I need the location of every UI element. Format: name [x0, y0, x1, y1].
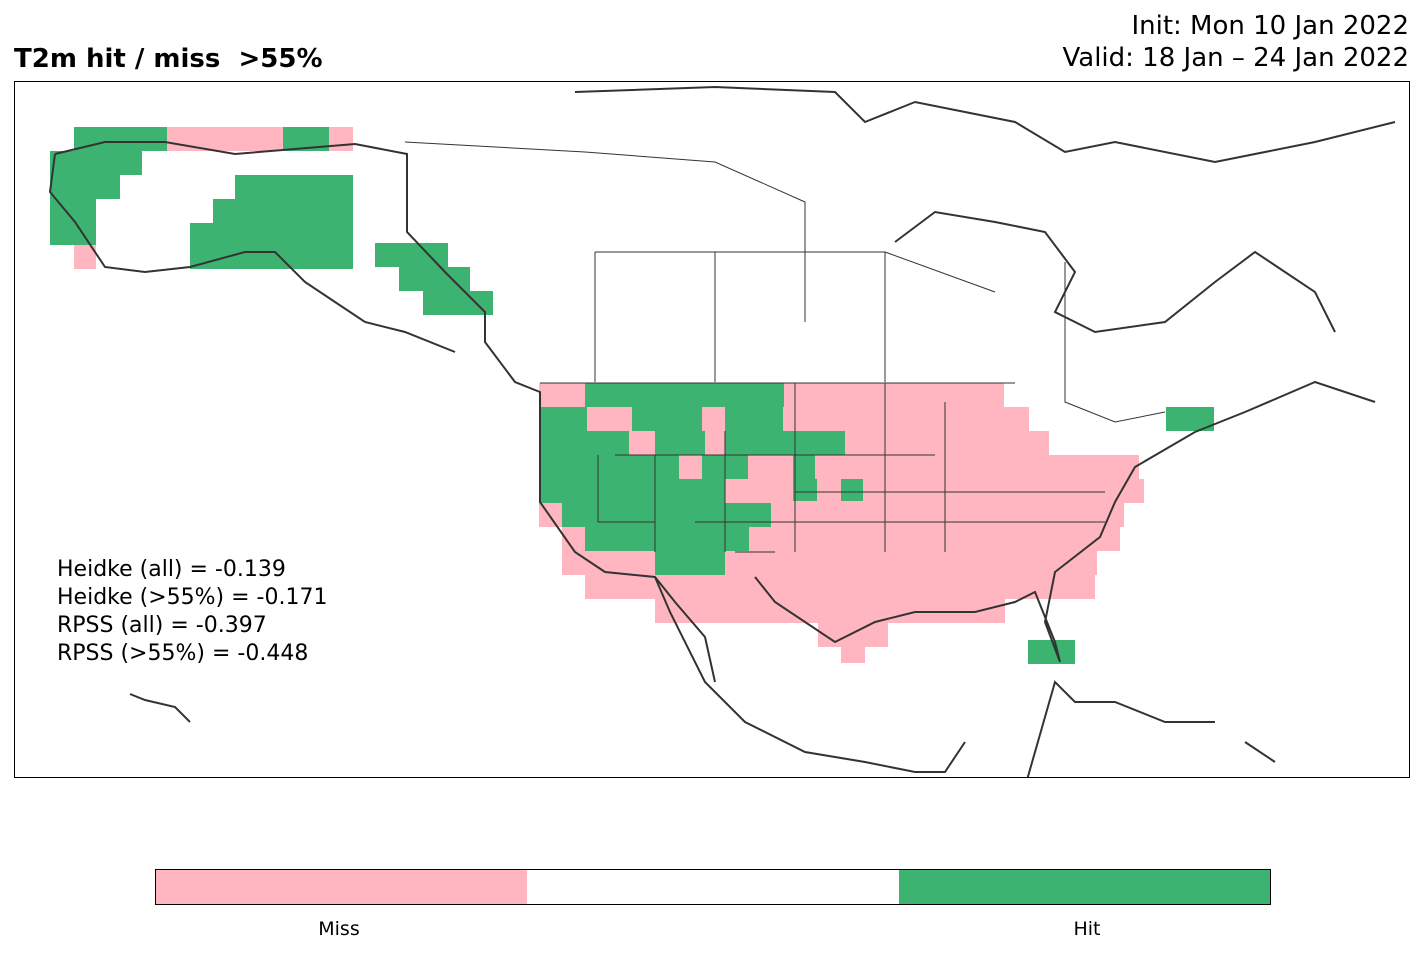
heidke-all: Heidke (all) = -0.139: [57, 557, 286, 582]
date-info: Init: Mon 10 Jan 2022 Valid: 18 Jan – 24…: [1063, 10, 1410, 74]
map-panel: [14, 81, 1410, 778]
map-title: T2m hit / miss >55%: [14, 44, 323, 74]
coastlines: [48, 85, 1396, 777]
valid-range: Valid: 18 Jan – 24 Jan 2022: [1062, 43, 1410, 73]
init-date: Init: Mon 10 Jan 2022: [1131, 11, 1409, 41]
colorbar-label-hit: Hit: [1073, 918, 1101, 940]
score-panel: Heidke (all) = -0.139 Heidke (>55%) = -0…: [57, 556, 327, 668]
colorbar-hit: [898, 870, 1270, 904]
colorbar-label-miss: Miss: [318, 918, 360, 940]
map-canvas: [48, 85, 1396, 777]
colorbar-neutral: [527, 870, 899, 904]
rpss-all: RPSS (all) = -0.397: [57, 613, 267, 638]
colorbar-miss: [156, 870, 528, 904]
rpss-55: RPSS (>55%) = -0.448: [57, 641, 309, 666]
state-borders: [404, 141, 1166, 553]
heidke-55: Heidke (>55%) = -0.171: [57, 585, 328, 610]
conus-cells: [539, 383, 1214, 664]
colorbar: [155, 869, 1271, 905]
alaska-cells: [50, 127, 493, 315]
